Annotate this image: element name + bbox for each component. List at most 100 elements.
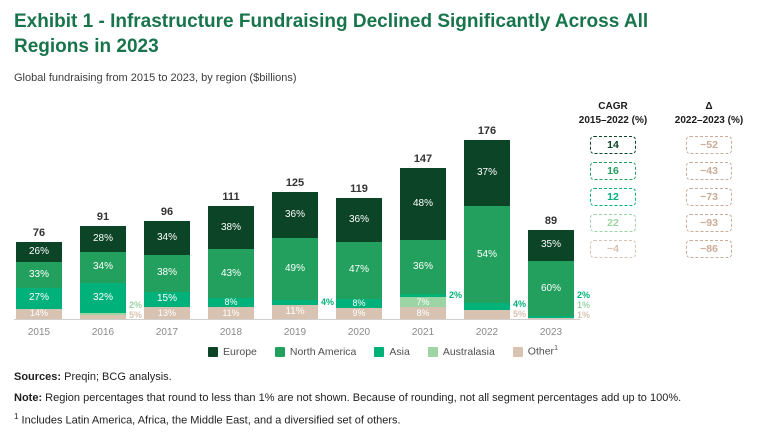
segment-label-asia: 2% bbox=[577, 289, 591, 300]
segment-europe: 36% bbox=[336, 198, 382, 242]
segment-asia: 8% bbox=[336, 298, 382, 309]
segment-label-other: 1% bbox=[577, 309, 591, 320]
delta-value-north-america: −43 bbox=[686, 162, 732, 181]
europe-swatch-icon bbox=[208, 346, 219, 357]
segment-asia bbox=[400, 293, 446, 297]
north-america-swatch-icon bbox=[274, 346, 285, 357]
x-axis: 2015 2016 2017 2018 2019 2020 2021 2022 2023 bbox=[14, 327, 580, 338]
segment-europe: 38% bbox=[208, 206, 254, 250]
x-axis-label: 2015 bbox=[27, 327, 51, 339]
sources-label: Sources: bbox=[14, 370, 62, 383]
x-axis-label: 2018 bbox=[219, 327, 243, 339]
legend-item-asia: Asia bbox=[374, 346, 410, 358]
footnote1-text: Includes Latin America, Africa, the Midd… bbox=[21, 415, 401, 428]
legend-item-other: Other1 bbox=[512, 345, 558, 358]
segment-other bbox=[528, 318, 574, 320]
segment-label-australasia: 1% bbox=[577, 299, 591, 310]
segment-other: 13% bbox=[144, 306, 190, 320]
bar-column-2015: 76 26% 33% 27% 14% bbox=[16, 227, 62, 320]
segment-asia bbox=[464, 303, 510, 311]
segment-label-other: 5% bbox=[129, 309, 143, 320]
segment-asia: 32% bbox=[80, 283, 126, 313]
delta-value-other: −86 bbox=[686, 240, 732, 259]
segment-north-america: 34% bbox=[80, 251, 126, 284]
segment-europe: 36% bbox=[272, 191, 318, 238]
segment-north-america: 60% bbox=[528, 261, 574, 316]
segment-asia bbox=[528, 315, 574, 318]
cagr-value-australasia: 22 bbox=[590, 214, 636, 233]
segment-label-other: 5% bbox=[513, 309, 527, 320]
bar-stack: 26% 33% 27% 14% bbox=[16, 241, 62, 320]
legend-label: Europe bbox=[223, 345, 257, 358]
legend-label: Other1 bbox=[527, 345, 558, 358]
bar-total-label: 125 bbox=[285, 176, 305, 189]
segment-north-america: 43% bbox=[208, 249, 254, 298]
segment-other: 8% bbox=[400, 307, 446, 320]
other-swatch-icon bbox=[512, 346, 523, 357]
bar-column-2018: 111 38% 43% 8% 11% bbox=[208, 191, 254, 320]
segment-europe: 34% bbox=[144, 221, 190, 255]
x-axis-label: 2023 bbox=[539, 327, 563, 339]
x-axis-label: 2022 bbox=[475, 327, 499, 339]
delta-header-line1: Δ bbox=[705, 101, 713, 113]
summary-table: CAGR 2015–2022 (%) 14 16 12 22 −4 Δ 2022–202… bbox=[572, 100, 750, 266]
cagr-value-europe: 14 bbox=[590, 136, 636, 155]
bar-column-2023: 89 35% 60% 1% 1% 2% bbox=[528, 215, 590, 320]
cagr-value-north-america: 16 bbox=[590, 162, 636, 181]
segment-other: 11% bbox=[272, 305, 318, 320]
segment-north-america: 38% bbox=[144, 254, 190, 292]
bar-stack: 37% 54% 5% 4% bbox=[464, 139, 526, 320]
segment-other: 11% bbox=[208, 306, 254, 320]
australasia-swatch-icon bbox=[427, 346, 438, 357]
chart-area: 76 26% 33% 27% 14% 91 28% 34% 32% 5% 2% 96 34% 38% 15%… bbox=[14, 94, 752, 338]
rounding-note: Note: Region percentages that round to l… bbox=[14, 391, 752, 405]
footnote-1: 1 Includes Latin America, Africa, the Mi… bbox=[14, 412, 752, 428]
bar-total-label: 96 bbox=[160, 206, 174, 219]
x-axis-label: 2020 bbox=[347, 327, 371, 339]
bar-total-label: 147 bbox=[413, 152, 433, 165]
bar-stack: 28% 34% 32% 5% 2% bbox=[80, 225, 142, 320]
segment-other bbox=[80, 314, 126, 320]
segment-australasia bbox=[528, 317, 574, 319]
cagr-column: CAGR 2015–2022 (%) 14 16 12 22 −4 bbox=[572, 100, 654, 266]
segment-asia: 15% bbox=[144, 291, 190, 307]
segment-label-australasia: 2% bbox=[129, 299, 143, 310]
segment-north-america: 49% bbox=[272, 237, 318, 301]
legend-item-australasia: Australasia bbox=[427, 345, 495, 358]
chart-subtitle: Global fundraising from 2015 to 2023, by… bbox=[14, 72, 297, 85]
delta-header: Δ 2022–2023 (%) bbox=[668, 100, 750, 127]
segment-australasia: 7% bbox=[400, 296, 446, 308]
cagr-header-line1: CAGR bbox=[598, 101, 628, 113]
x-axis-label: 2016 bbox=[91, 327, 115, 339]
delta-value-europe: −52 bbox=[686, 136, 732, 155]
segment-europe: 26% bbox=[16, 241, 62, 263]
note-label: Note: bbox=[14, 392, 43, 405]
legend: Europe North America Asia Australasia Other1 bbox=[14, 345, 752, 358]
sources-note: Sources: Preqin; BCG analysis. bbox=[14, 370, 752, 384]
legend-label: North America bbox=[289, 345, 357, 358]
bar-stack: 48% 36% 7% 8% 2% bbox=[400, 167, 462, 320]
delta-column: Δ 2022–2023 (%) −52 −43 −73 −93 −86 bbox=[668, 100, 750, 266]
segment-label-asia: 4% bbox=[513, 299, 527, 310]
delta-value-australasia: −93 bbox=[686, 214, 732, 233]
bar-total-label: 111 bbox=[222, 191, 240, 204]
segment-north-america: 33% bbox=[16, 262, 62, 288]
bar-total-label: 119 bbox=[350, 183, 368, 196]
segment-australasia bbox=[80, 312, 126, 315]
segment-asia bbox=[272, 300, 318, 306]
bar-column-2022: 176 37% 54% 5% 4% bbox=[464, 125, 526, 320]
bar-stack: 36% 47% 8% 9% bbox=[336, 198, 382, 320]
note-text: Region percentages that round to less th… bbox=[45, 392, 682, 405]
cagr-header-line2: 2015–2022 (%) bbox=[578, 114, 648, 126]
segment-label-asia: 2% bbox=[449, 289, 463, 300]
x-axis-label: 2019 bbox=[283, 327, 307, 339]
legend-label: Australasia bbox=[442, 345, 495, 358]
segment-north-america: 54% bbox=[464, 206, 510, 304]
legend-item-north-america: North America bbox=[274, 345, 357, 358]
segment-europe: 35% bbox=[528, 229, 574, 262]
x-axis-label: 2017 bbox=[155, 327, 179, 339]
cagr-values: 14 16 12 22 −4 bbox=[572, 136, 654, 259]
bar-column-2017: 96 34% 38% 15% 13% bbox=[144, 206, 190, 320]
cagr-value-asia: 12 bbox=[590, 188, 636, 207]
